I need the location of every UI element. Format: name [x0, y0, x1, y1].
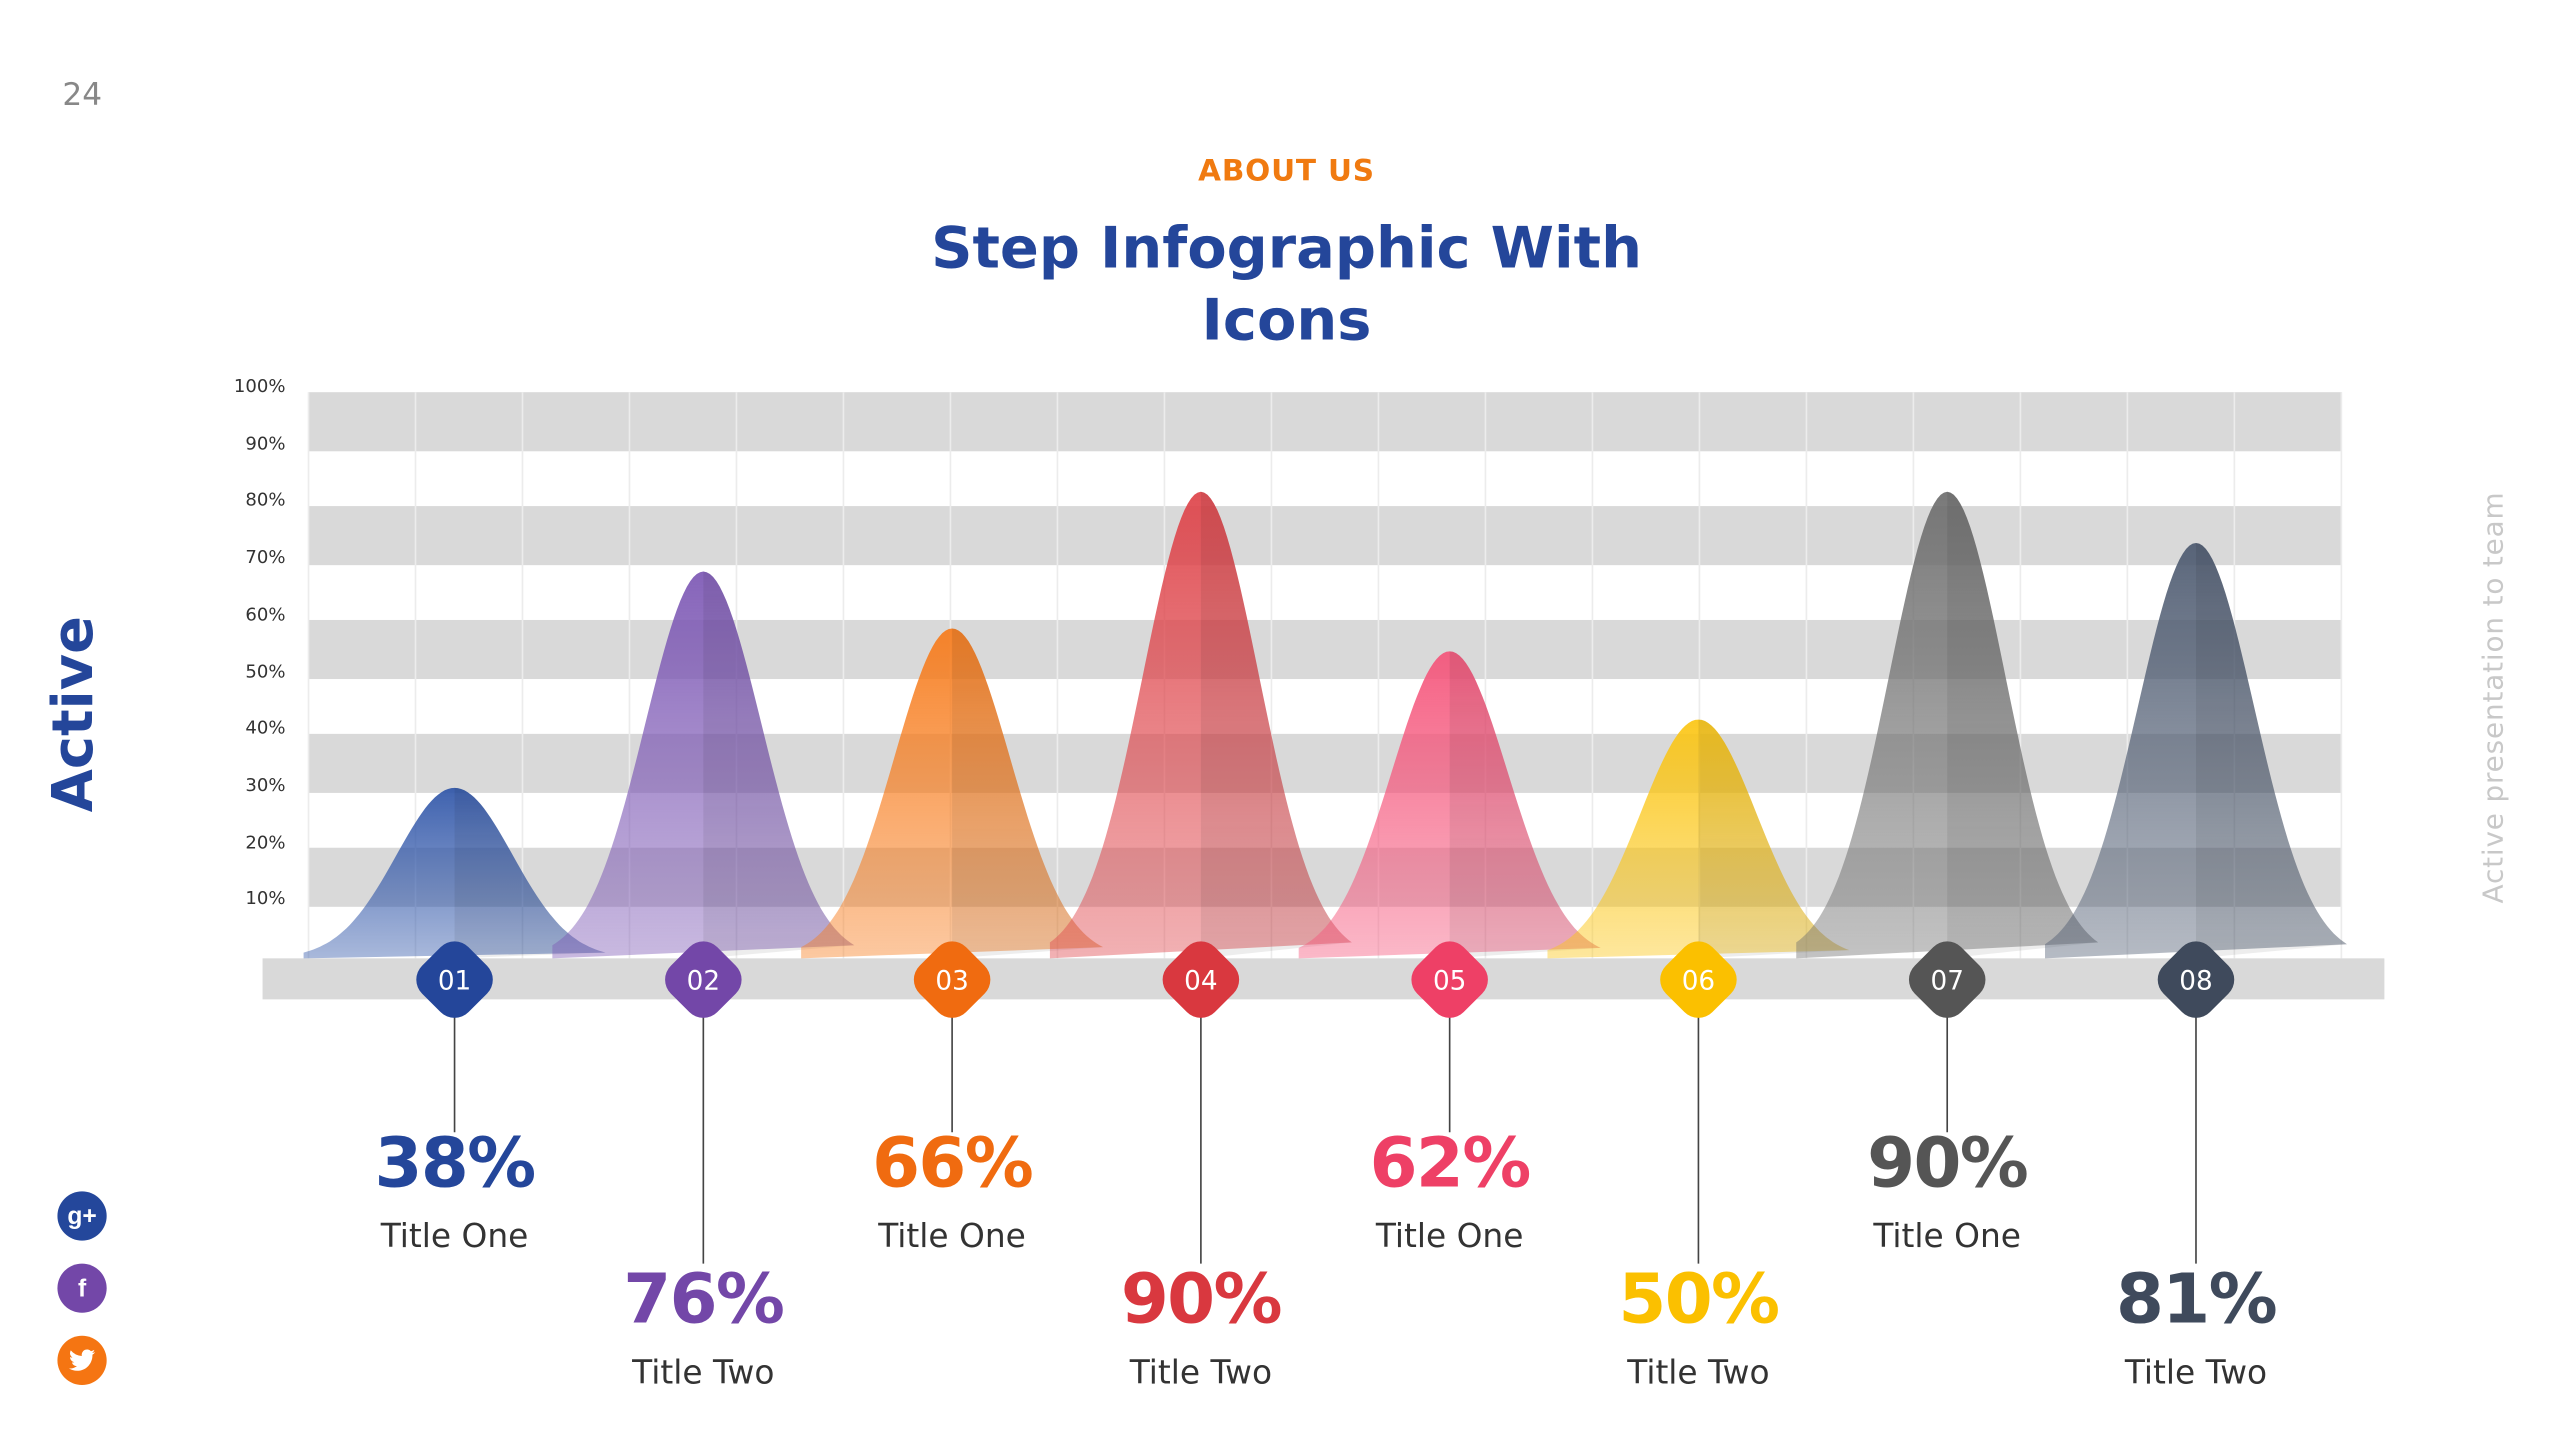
step-title: Title Two	[1627, 1352, 1770, 1392]
grid-band	[308, 619, 2342, 680]
grid-band	[308, 733, 2342, 793]
bell-05	[1298, 651, 1601, 959]
bell-04	[1049, 491, 1352, 959]
step-title: Title One	[380, 1215, 529, 1256]
twitter-icon[interactable]	[57, 1335, 107, 1386]
grid-band	[308, 392, 2342, 452]
bell-shade	[1200, 491, 1352, 959]
bell-shade	[2195, 543, 2347, 959]
title-line-1: Step Infographic With	[931, 216, 1642, 283]
google-plus-icon[interactable]: g+	[57, 1191, 107, 1241]
bell-07	[1796, 491, 2099, 959]
bell-shade	[952, 628, 1104, 959]
step-marker	[1411, 941, 1488, 1018]
value-label: 76%	[623, 1258, 785, 1340]
value-label: 66%	[872, 1122, 1034, 1203]
step-marker	[1660, 941, 1737, 1018]
bell-02	[552, 571, 855, 959]
bell-03	[801, 628, 1104, 959]
page-title: Step Infographic With Icons	[0, 213, 2560, 357]
value-label: 81%	[2115, 1258, 2278, 1340]
step-number: 05	[1433, 967, 1466, 997]
bell-08	[2045, 543, 2347, 959]
value-label: 90%	[1867, 1122, 2029, 1203]
step-marker	[1162, 941, 1240, 1018]
step-title: Title One	[1375, 1215, 1524, 1256]
step-marker	[1908, 941, 1986, 1018]
value-label: 90%	[1120, 1258, 1283, 1340]
step-number: 07	[1931, 967, 1964, 997]
step-number: 04	[1184, 967, 1217, 997]
y-tick-label: 20%	[245, 831, 286, 853]
page-number: 24	[62, 77, 103, 114]
step-number: 06	[1682, 967, 1715, 997]
y-tick-label: 40%	[245, 717, 286, 739]
y-tick-label: 30%	[245, 774, 286, 796]
bell-06	[1547, 719, 1850, 959]
bell-shade	[1698, 719, 1850, 959]
value-label: 50%	[1618, 1258, 1780, 1340]
step-marker	[913, 941, 991, 1018]
bell-shade	[703, 571, 855, 959]
y-tick-label: 80%	[245, 489, 286, 511]
value-label: 62%	[1369, 1122, 1532, 1203]
step-number: 02	[687, 967, 720, 997]
facebook-icon[interactable]: f	[57, 1263, 107, 1313]
bell-shade	[454, 787, 606, 959]
step-number: 01	[438, 967, 471, 997]
step-title: Title One	[878, 1215, 1026, 1256]
y-tick-label: 50%	[245, 660, 286, 682]
step-marker	[665, 941, 742, 1018]
section-kicker: ABOUT US	[1198, 154, 1375, 189]
step-title: Title Two	[1129, 1352, 1273, 1392]
y-tick-label: 70%	[245, 546, 286, 568]
step-marker	[416, 941, 493, 1018]
title-line-2: Icons	[1201, 288, 1372, 355]
bell-shade	[1947, 491, 2099, 959]
bell-shade	[1449, 651, 1601, 959]
grid-band	[308, 506, 2342, 566]
bell-01	[303, 787, 606, 959]
y-tick-label: 100%	[233, 375, 286, 398]
baseline-bar	[262, 958, 2385, 1000]
step-marker	[2157, 941, 2235, 1018]
value-label: 38%	[374, 1122, 537, 1203]
step-title: Title Two	[2124, 1352, 2268, 1392]
step-title: Title Two	[632, 1352, 775, 1392]
step-title: Title One	[1873, 1215, 2021, 1256]
y-tick-label: 90%	[245, 432, 286, 455]
step-number: 03	[935, 967, 968, 997]
y-tick-label: 60%	[245, 603, 286, 625]
y-tick-label: 10%	[245, 888, 286, 910]
twitter-bird-icon	[68, 1349, 96, 1371]
step-number: 08	[2179, 967, 2212, 997]
